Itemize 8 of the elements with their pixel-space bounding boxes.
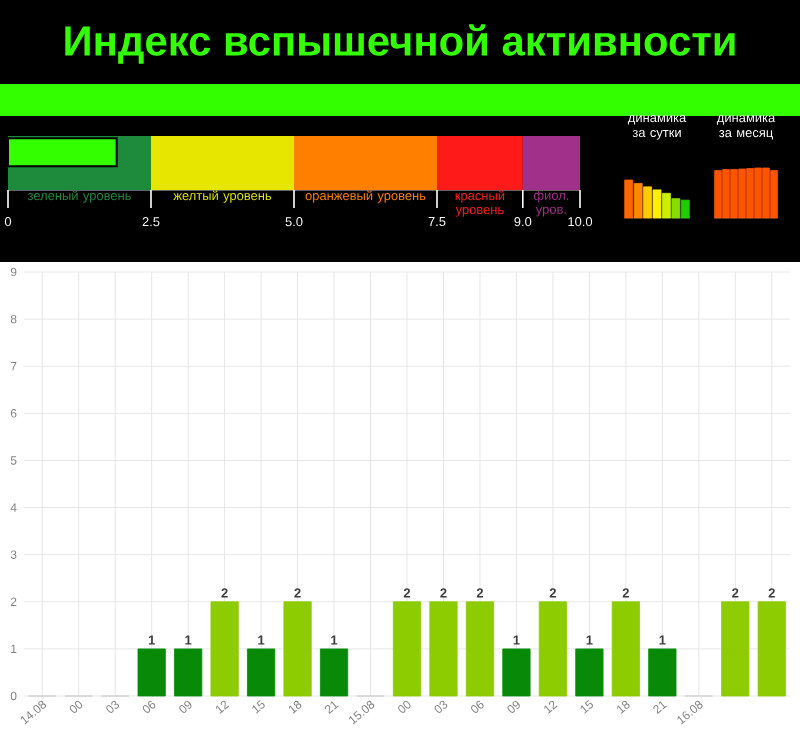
bar [652, 189, 662, 219]
bar [643, 186, 652, 219]
bar [662, 192, 671, 219]
chart-title: Индекс вспышечной активности [65, 24, 735, 64]
bar [633, 183, 643, 219]
bar [671, 198, 681, 219]
bar [680, 199, 690, 219]
bar [624, 179, 634, 219]
